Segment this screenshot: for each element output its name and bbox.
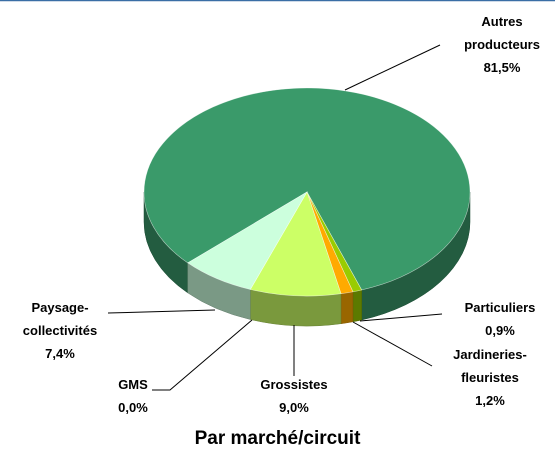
category-label: Autres producteurs <box>464 14 540 52</box>
chart-title: Par marché/circuit <box>194 428 361 449</box>
leader-line <box>359 313 443 322</box>
value-label: 1,2% <box>475 393 505 408</box>
slice-side <box>352 289 362 323</box>
category-label: Grossistes <box>260 377 328 392</box>
slice <box>143 87 471 291</box>
category-label: Jardineries-fleuristes <box>453 347 527 385</box>
category-label: Particuliers <box>464 300 536 315</box>
pie <box>143 87 471 327</box>
leader-lines <box>107 44 443 391</box>
slice <box>249 191 342 297</box>
leader-line <box>344 44 441 91</box>
slice-side <box>340 291 354 324</box>
data-label: Grossistes 9,0% <box>244 373 344 419</box>
value-label: 9,0% <box>279 400 309 415</box>
value-label: 0,0% <box>118 400 148 415</box>
value-label: 0,9% <box>485 323 515 338</box>
leader-line <box>107 309 216 314</box>
slice-top <box>249 191 342 297</box>
data-label: Autres producteurs 81,5% <box>452 10 552 79</box>
value-label: 7,4% <box>45 346 75 361</box>
leader-line <box>152 319 253 391</box>
data-label: GMS 0,0% <box>83 373 183 419</box>
slice <box>187 191 308 290</box>
slice-top <box>143 87 471 291</box>
data-label: Particuliers 0,9% <box>450 296 550 342</box>
slice-top <box>187 191 308 290</box>
leader-line <box>352 321 433 367</box>
category-label: Paysage-collectivités <box>22 300 98 338</box>
pie-sides <box>143 191 471 327</box>
pie-tops <box>143 87 471 297</box>
category-label: GMS <box>118 377 148 392</box>
value-label: 81,5% <box>483 60 521 75</box>
data-label: Jardineries-fleuristes 1,2% <box>440 343 540 412</box>
data-label: Paysage-collectivités 7,4% <box>10 296 110 365</box>
